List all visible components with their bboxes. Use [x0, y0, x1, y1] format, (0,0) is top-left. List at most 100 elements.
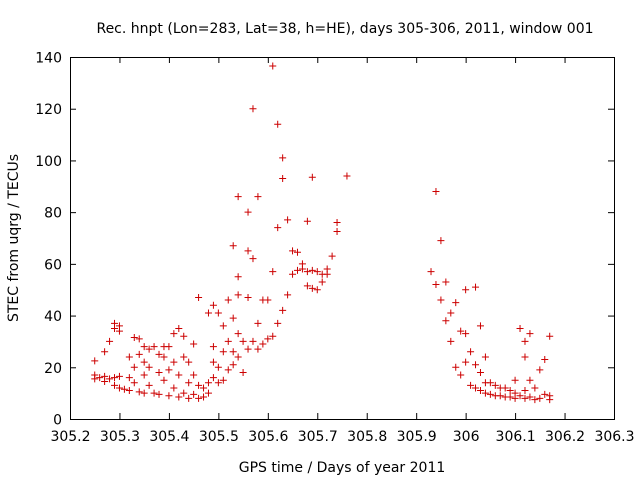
- data-point: [521, 337, 529, 345]
- data-point: [279, 154, 287, 162]
- y-tick-label: 120: [35, 102, 62, 118]
- data-point: [135, 335, 143, 343]
- data-point: [239, 337, 247, 345]
- data-point: [303, 282, 311, 290]
- data-point: [175, 371, 183, 379]
- x-tick-label: 305.7: [298, 429, 338, 445]
- data-point: [521, 387, 529, 395]
- data-point: [254, 193, 262, 201]
- data-point: [140, 371, 148, 379]
- data-point: [274, 120, 282, 128]
- data-point: [442, 278, 450, 286]
- data-point: [476, 368, 484, 376]
- data-point: [229, 242, 237, 250]
- plot-marks: [91, 62, 554, 404]
- data-point: [526, 376, 534, 384]
- data-point: [303, 268, 311, 276]
- data-point: [323, 270, 331, 278]
- data-point: [313, 268, 321, 276]
- data-point: [170, 358, 178, 366]
- x-tick-label: 305.5: [199, 429, 239, 445]
- data-point: [536, 366, 544, 374]
- data-point: [239, 368, 247, 376]
- data-point: [506, 393, 514, 401]
- data-point: [160, 376, 168, 384]
- data-point: [155, 390, 163, 398]
- data-point: [244, 293, 252, 301]
- x-axis-label: GPS time / Days of year 2011: [239, 460, 446, 476]
- y-tick-label: 80: [44, 206, 62, 222]
- data-point: [447, 337, 455, 345]
- data-point: [298, 265, 306, 273]
- data-point: [284, 216, 292, 224]
- data-point: [175, 393, 183, 401]
- data-point: [318, 278, 326, 286]
- data-point: [145, 345, 153, 353]
- y-tick-label: 40: [44, 309, 62, 325]
- data-point: [437, 296, 445, 304]
- y-tick-label: 0: [53, 413, 62, 429]
- data-point: [155, 368, 163, 376]
- data-point: [135, 350, 143, 358]
- data-point: [269, 268, 277, 276]
- data-point: [224, 296, 232, 304]
- data-point: [269, 332, 277, 340]
- data-point: [481, 389, 489, 397]
- data-point: [546, 332, 554, 340]
- data-point: [516, 325, 524, 332]
- y-axis-label: STEC from uqrg / TECUs: [6, 154, 22, 322]
- x-tick-label: 306: [453, 429, 480, 445]
- data-point: [536, 394, 544, 402]
- data-point: [442, 317, 450, 325]
- x-tick-label: 305.4: [149, 429, 189, 445]
- data-point: [140, 389, 148, 397]
- data-point: [293, 248, 301, 256]
- data-point: [140, 358, 148, 366]
- data-point: [303, 217, 311, 225]
- data-point: [204, 389, 212, 397]
- data-point: [180, 332, 188, 340]
- data-point: [120, 385, 128, 393]
- data-point: [284, 291, 292, 299]
- data-point: [91, 375, 99, 383]
- data-point: [531, 384, 539, 392]
- data-point: [234, 353, 242, 361]
- data-point: [195, 293, 203, 301]
- data-point: [472, 384, 480, 392]
- data-point: [170, 330, 178, 338]
- y-tick-label: 20: [44, 361, 62, 377]
- data-point: [214, 379, 222, 387]
- data-point: [106, 337, 114, 345]
- data-point: [219, 348, 227, 356]
- data-point: [467, 381, 475, 389]
- data-point: [209, 301, 217, 309]
- chart-title: Rec. hnpt (Lon=283, Lat=38, h=HE), days …: [96, 21, 593, 37]
- data-point: [462, 358, 470, 366]
- data-point: [135, 388, 143, 396]
- data-point: [214, 363, 222, 371]
- data-point: [145, 381, 153, 389]
- data-point: [472, 283, 480, 291]
- data-point: [269, 62, 277, 70]
- data-point: [130, 334, 138, 342]
- data-point: [165, 366, 173, 374]
- data-point: [195, 394, 203, 402]
- data-point: [496, 392, 504, 400]
- data-point: [462, 286, 470, 294]
- data-point: [333, 228, 341, 236]
- data-point: [328, 252, 336, 260]
- data-point: [279, 175, 287, 183]
- x-tick-label: 306.2: [545, 429, 585, 445]
- x-tick-label: 305.8: [347, 429, 387, 445]
- data-point: [511, 394, 519, 402]
- data-point: [452, 363, 460, 371]
- data-point: [476, 387, 484, 395]
- data-point: [180, 353, 188, 361]
- data-point: [150, 343, 158, 351]
- data-point: [333, 218, 341, 226]
- y-axis-ticks: 0 20 40 60 80 100 120 140: [35, 51, 614, 429]
- data-point: [214, 309, 222, 317]
- data-point: [254, 319, 262, 327]
- data-point: [190, 340, 198, 348]
- plot-frame: [70, 57, 615, 420]
